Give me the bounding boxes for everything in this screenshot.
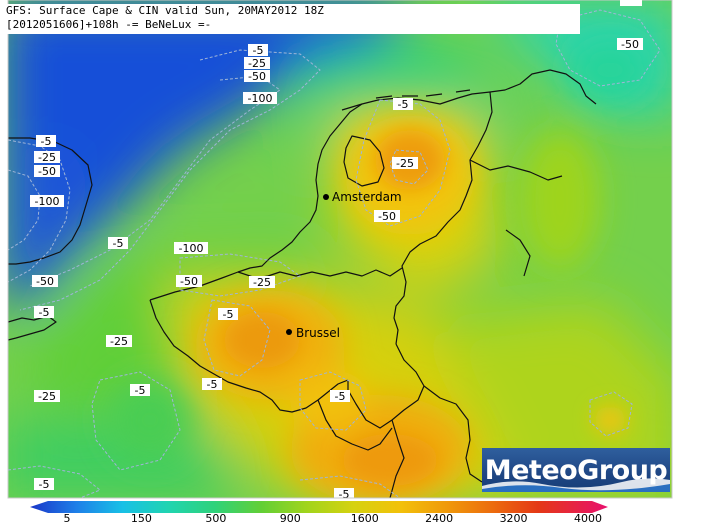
- lux-border: [347, 343, 425, 429]
- svg-text:-5: -5: [398, 98, 409, 111]
- svg-text:-25: -25: [38, 151, 56, 164]
- colorbar: [30, 501, 608, 513]
- map-frame: [7, 0, 673, 499]
- cin-label: -5: [334, 488, 354, 501]
- cin-label: -25: [244, 57, 270, 70]
- cin-label: -50: [244, 70, 270, 83]
- uk-coast-south: [8, 315, 57, 341]
- cin-label: -100: [30, 195, 64, 208]
- svg-text:-25: -25: [396, 157, 414, 170]
- city-amsterdam: Amsterdam: [323, 190, 402, 204]
- svg-text:-25: -25: [110, 335, 128, 348]
- cin-label: -50: [374, 210, 400, 223]
- cin-label: -100: [174, 242, 208, 255]
- cin-label: -100: [243, 92, 277, 105]
- svg-text:-50: -50: [248, 70, 266, 83]
- cape-field: [8, 0, 672, 498]
- cin-label: -5: [218, 308, 238, 321]
- svg-text:-5: -5: [39, 478, 50, 491]
- svg-text:-50: -50: [180, 275, 198, 288]
- colorbar-ramp: [30, 501, 608, 513]
- mainland-coast: [149, 69, 597, 301]
- cin-label: -50: [32, 275, 58, 288]
- svg-text:-5: -5: [223, 308, 234, 321]
- city-brussel: Brussel: [286, 326, 340, 340]
- svg-text:-100: -100: [179, 242, 204, 255]
- svg-text:-5: -5: [335, 390, 346, 403]
- cin-label: -25: [392, 157, 418, 170]
- cin-labels: -25 -50 -5 -25 -50 -100 -5 -25 -5 -25 -5…: [30, 38, 643, 501]
- cin-label: -5: [330, 390, 350, 403]
- cin-label: -5: [130, 384, 150, 397]
- logo-text: MeteoGroup: [484, 454, 668, 486]
- svg-text:-25: -25: [38, 390, 56, 403]
- wadden-islands: [341, 89, 471, 111]
- svg-text:-100: -100: [35, 195, 60, 208]
- colorbar-tick-label: 900: [279, 512, 301, 525]
- colorbar-tick-label: 3200: [499, 512, 528, 525]
- colorbar-tick-label: 1600: [350, 512, 379, 525]
- cin-label: -5: [202, 378, 222, 391]
- east-border: [469, 159, 563, 277]
- svg-text:-5: -5: [135, 384, 146, 397]
- svg-text:-50: -50: [621, 38, 639, 51]
- svg-text:-5: -5: [339, 488, 350, 501]
- de-fr-border: [423, 385, 483, 483]
- svg-text:-100: -100: [248, 92, 273, 105]
- svg-text:-25: -25: [248, 57, 266, 70]
- uk-coast: [8, 137, 93, 265]
- cin-label: -5: [36, 135, 56, 148]
- cities: Amsterdam Brussel: [286, 190, 402, 340]
- fr-be-border: [149, 299, 349, 413]
- map-header: GFS: Surface Cape & CIN valid Sun, 20MAY…: [6, 4, 580, 34]
- cin-label: -25: [249, 276, 275, 289]
- cin-label: -25: [34, 151, 60, 164]
- cin-label: -5: [393, 98, 413, 111]
- inner-border-b: [389, 419, 405, 498]
- svg-text:-50: -50: [38, 165, 56, 178]
- cin-label: [225, 53, 251, 65]
- svg-text:-5: -5: [113, 237, 124, 250]
- cin-label: -50: [176, 275, 202, 288]
- cin-label-top-right: [620, 0, 642, 6]
- colorbar-tick-label: 5: [63, 512, 71, 525]
- svg-text:-5: -5: [41, 135, 52, 148]
- inner-border-a: [317, 399, 393, 451]
- logo-wave-icon: [482, 478, 670, 492]
- cin-label: -5: [34, 306, 54, 319]
- cin-label: -25: [106, 335, 132, 348]
- nl-de-border: [393, 91, 493, 345]
- header-run: [2012051606]+108h -= BeNeLux =-: [6, 18, 212, 31]
- cin-label: -50: [34, 165, 60, 178]
- cin-label: -5: [248, 44, 268, 57]
- svg-text:-5: -5: [253, 44, 264, 57]
- svg-text:-50: -50: [378, 210, 396, 223]
- ijsselmeer: [343, 135, 385, 187]
- cin-label: -50: [617, 38, 643, 51]
- meteogroup-logo: MeteoGroup: [482, 448, 670, 492]
- colorbar-tick-label: 500: [205, 512, 227, 525]
- cin-contours: [8, 9, 661, 498]
- colorbar-tick-label: 4000: [574, 512, 602, 525]
- cin-label: -5: [108, 237, 128, 250]
- svg-text:Amsterdam: Amsterdam: [332, 190, 402, 204]
- svg-text:-25: -25: [253, 276, 271, 289]
- svg-text:Brussel: Brussel: [296, 326, 340, 340]
- svg-text:-5: -5: [39, 306, 50, 319]
- header-title: GFS: Surface Cape & CIN valid Sun, 20MAY…: [6, 4, 324, 17]
- svg-text:-5: -5: [207, 378, 218, 391]
- colorbar-tick-label: 150: [130, 512, 152, 525]
- cin-label: -25: [34, 390, 60, 403]
- colorbar-tick-label: 2400: [425, 512, 454, 525]
- cin-label: -5: [34, 478, 54, 491]
- svg-text:-50: -50: [36, 275, 54, 288]
